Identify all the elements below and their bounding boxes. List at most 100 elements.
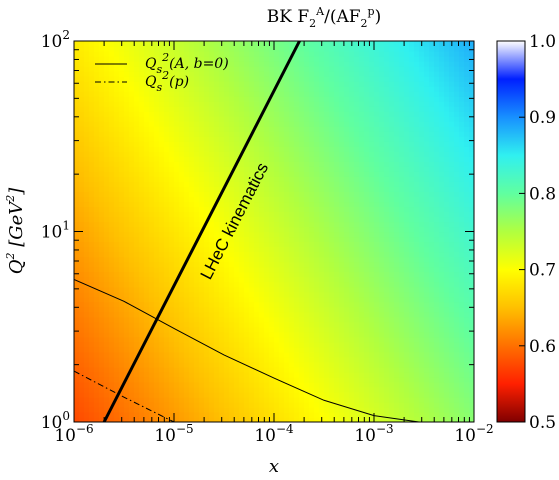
heatmap-cell — [374, 176, 380, 182]
heatmap-cell — [389, 161, 395, 167]
heatmap-cell — [259, 66, 265, 72]
heatmap-cell — [334, 221, 340, 228]
heatmap-cell — [209, 136, 215, 142]
heatmap-cell — [274, 296, 280, 303]
heatmap-cell — [214, 151, 220, 157]
heatmap-cell — [219, 81, 225, 87]
heatmap-cell — [204, 146, 210, 152]
heatmap-cell — [184, 196, 190, 203]
heatmap-cell — [109, 381, 115, 388]
heatmap-cell — [329, 371, 335, 378]
heatmap-cell — [219, 326, 225, 333]
heatmap-cell — [104, 316, 110, 323]
heatmap-cell — [389, 341, 395, 348]
heatmap-cell — [259, 106, 265, 112]
heatmap-cell — [384, 221, 390, 228]
heatmap-cell — [184, 146, 190, 152]
heatmap-cell — [399, 331, 405, 338]
heatmap-cell — [324, 401, 330, 408]
heatmap-cell — [209, 171, 215, 177]
heatmap-cell — [229, 341, 235, 348]
heatmap-cell — [259, 96, 265, 102]
heatmap-cell — [234, 96, 240, 102]
heatmap-cell — [179, 146, 185, 152]
heatmap-cell — [144, 341, 150, 348]
heatmap-cell — [269, 381, 275, 388]
heatmap-cell — [259, 286, 265, 293]
heatmap-cell — [229, 266, 235, 273]
heatmap-cell — [379, 251, 385, 258]
heatmap-cell — [119, 126, 125, 132]
heatmap-cell — [284, 286, 290, 293]
heatmap-cell — [339, 81, 345, 87]
heatmap-cell — [289, 256, 295, 263]
heatmap-cell — [204, 191, 210, 197]
heatmap-cell — [399, 271, 405, 278]
heatmap-cell — [394, 331, 400, 338]
heatmap-cell — [354, 116, 360, 122]
heatmap-cell — [379, 331, 385, 338]
heatmap-cell — [189, 101, 195, 107]
heatmap-cell — [369, 131, 375, 137]
heatmap-cell — [334, 91, 340, 97]
heatmap-cell — [99, 411, 105, 418]
heatmap-cell — [304, 76, 310, 82]
heatmap-cell — [359, 81, 365, 87]
heatmap-cell — [384, 376, 390, 383]
heatmap-cell — [269, 41, 275, 47]
heatmap-cell — [269, 366, 275, 373]
heatmap-cell — [269, 86, 275, 92]
heatmap-cell — [349, 196, 355, 203]
heatmap-cell — [204, 331, 210, 338]
heatmap-cell — [174, 351, 180, 358]
heatmap-cell — [359, 106, 365, 112]
heatmap-cell — [114, 406, 120, 413]
heatmap-cell — [224, 251, 230, 258]
heatmap-cell — [194, 106, 200, 112]
heatmap-cell — [134, 46, 140, 52]
heatmap-cell — [114, 321, 120, 328]
heatmap-cell — [319, 51, 325, 57]
heatmap-cell — [304, 101, 310, 107]
heatmap-cell — [259, 171, 265, 177]
heatmap-cell — [104, 331, 110, 338]
heatmap-cell — [284, 51, 290, 57]
heatmap-cell — [104, 341, 110, 348]
heatmap-cell — [354, 141, 360, 147]
heatmap-cell — [339, 291, 345, 298]
heatmap-cell — [364, 356, 370, 363]
heatmap-cell — [319, 376, 325, 383]
heatmap-cell — [134, 186, 140, 192]
heatmap-cell — [184, 231, 190, 238]
heatmap-cell — [79, 366, 85, 373]
heatmap-cell — [384, 186, 390, 192]
heatmap-cell — [254, 341, 260, 348]
heatmap-cell — [344, 321, 350, 328]
heatmap-cell — [214, 236, 220, 243]
heatmap-cell — [389, 396, 395, 403]
heatmap-cell — [159, 416, 165, 422]
heatmap-cell — [379, 341, 385, 348]
heatmap-cell — [104, 221, 110, 228]
heatmap-cell — [269, 316, 275, 323]
heatmap-cell — [204, 186, 210, 192]
heatmap-cell — [229, 271, 235, 278]
heatmap-cell — [379, 96, 385, 102]
heatmap-cell — [304, 286, 310, 293]
heatmap-cell — [239, 336, 245, 343]
heatmap-cell — [354, 196, 360, 203]
heatmap-cell — [154, 56, 160, 62]
heatmap-cell — [179, 226, 185, 233]
heatmap-cell — [244, 251, 250, 258]
heatmap-cell — [359, 281, 365, 288]
heatmap-cell — [114, 111, 120, 117]
heatmap-cell — [139, 221, 145, 228]
heatmap-cell — [159, 346, 165, 353]
heatmap-cell — [374, 201, 380, 208]
heatmap-cell — [269, 206, 275, 213]
heatmap-cell — [239, 376, 245, 383]
heatmap-cell — [274, 351, 280, 358]
heatmap-cell — [359, 391, 365, 398]
heatmap-cell — [74, 226, 80, 233]
heatmap-cell — [139, 211, 145, 218]
